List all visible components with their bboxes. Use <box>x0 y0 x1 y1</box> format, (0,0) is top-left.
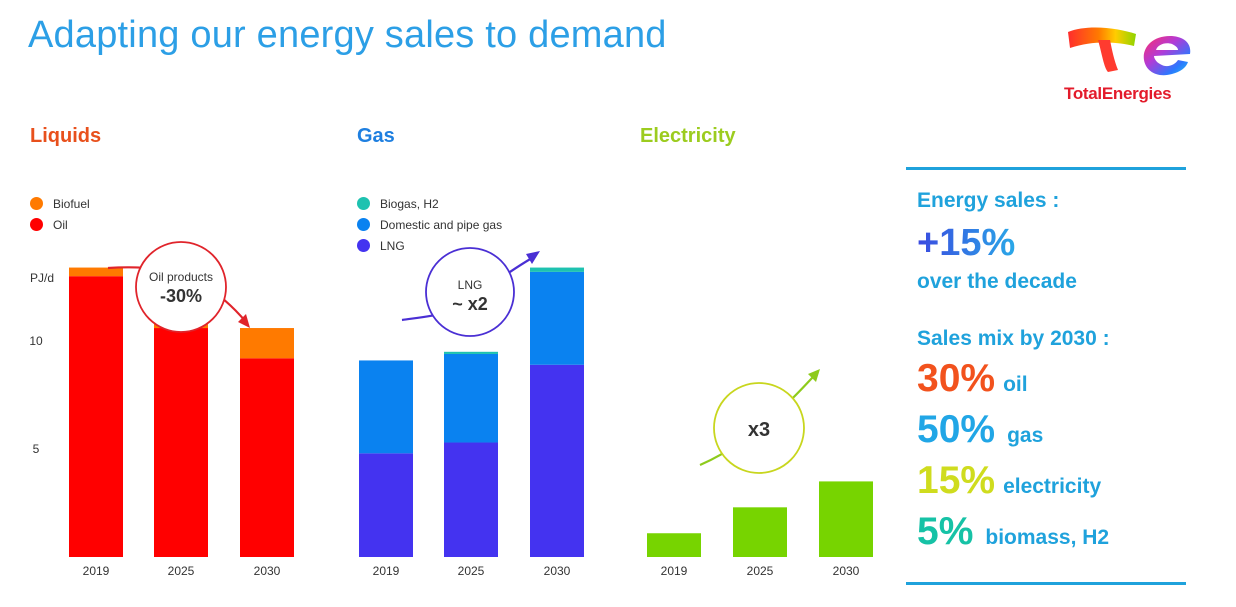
bar-liquids-oil-2025 <box>154 328 208 557</box>
summary-panel: Energy sales : +15% over the decade Sale… <box>906 167 1186 585</box>
legend-label-oil: Oil <box>53 217 68 232</box>
panel-bottom-divider <box>906 582 1186 585</box>
bar-liquids-biofuel-2030 <box>240 328 294 359</box>
y-axis-unit-label: PJ/d <box>30 271 55 285</box>
x-tick-electricity-2019: 2019 <box>661 564 688 578</box>
bar-gas-domestic-and-pipe-gas-2019 <box>359 360 413 454</box>
bar-gas-domestic-and-pipe-gas-2030 <box>530 271 584 365</box>
x-tick-gas-2025: 2025 <box>458 564 485 578</box>
bar-gas-biogas-h2-2030 <box>530 267 584 272</box>
bar-gas-lng-2019 <box>359 453 413 557</box>
bar-liquids-biofuel-2019 <box>69 267 123 277</box>
bar-liquids-oil-2030 <box>240 358 294 557</box>
page-title: Adapting our energy sales to demand <box>28 14 667 56</box>
legend-swatch-lng <box>357 239 370 252</box>
annotation-circle-lng <box>425 247 515 337</box>
annotation-circle-electricity <box>713 382 805 474</box>
arrowhead-icon <box>526 251 540 264</box>
legend-label-domestic-gas: Domestic and pipe gas <box>380 217 503 232</box>
x-tick-gas-2019: 2019 <box>373 564 400 578</box>
mix-pct-biomass: 5% <box>917 510 974 553</box>
x-tick-electricity-2030: 2030 <box>833 564 860 578</box>
annotation-circle-oil <box>135 241 227 333</box>
bar-electricity-electricity-2025 <box>733 507 787 557</box>
legend-label-lng: LNG <box>380 238 405 253</box>
bar-gas-lng-2025 <box>444 442 498 557</box>
mix-row-electricity: 15% electricity <box>917 459 1101 503</box>
energy-sales-subtext: over the decade <box>917 270 1077 293</box>
legend-item-biogas: Biogas, H2 <box>357 193 502 214</box>
x-tick-electricity-2025: 2025 <box>747 564 774 578</box>
mix-row-oil: 30% oil <box>917 357 1028 401</box>
annotation-oil-line2: -30% <box>160 286 202 306</box>
mix-label-gas: gas <box>1007 424 1044 447</box>
legend-swatch-domestic-gas <box>357 218 370 231</box>
y-tick-10: 10 <box>29 334 43 348</box>
mix-pct-oil: 30% <box>917 357 996 400</box>
bar-gas-biogas-h2-2025 <box>444 351 498 354</box>
legend-item-lng: LNG <box>357 235 502 256</box>
x-tick-liquids-2030: 2030 <box>254 564 281 578</box>
legend-liquids: Biofuel Oil <box>30 193 90 235</box>
arrowhead-icon <box>238 314 250 328</box>
section-title-liquids: Liquids <box>30 125 102 147</box>
annotation-lng-line2: ~ x2 <box>452 294 488 314</box>
bar-gas-lng-2030 <box>530 364 584 557</box>
logo-wordmark: TotalEnergies <box>1064 84 1172 103</box>
legend-item-oil: Oil <box>30 214 90 235</box>
annotation-lng: LNG ~ x2 <box>401 247 540 337</box>
section-title-electricity: Electricity <box>640 125 736 147</box>
legend-swatch-biogas <box>357 197 370 210</box>
mix-label-electricity: electricity <box>1003 475 1102 498</box>
bar-liquids-oil-2019 <box>69 276 123 557</box>
mix-row-gas: 50% gas <box>917 408 1043 452</box>
legend-gas: Biogas, H2 Domestic and pipe gas LNG <box>357 193 502 256</box>
arrowhead-icon <box>808 369 820 382</box>
legend-swatch-oil <box>30 218 43 231</box>
mix-pct-gas: 50% <box>917 408 996 451</box>
panel-top-divider <box>906 167 1186 170</box>
mix-row-biomass: 5% biomass, H2 <box>917 510 1109 554</box>
x-tick-liquids-2025: 2025 <box>168 564 195 578</box>
x-tick-gas-2030: 2030 <box>544 564 571 578</box>
annotation-lng-line1: LNG <box>458 278 483 292</box>
totalenergies-logo-icon <box>1068 27 1191 76</box>
sales-mix-heading: Sales mix by 2030 : <box>917 327 1110 350</box>
energy-sales-growth-value: +15% <box>917 222 1016 264</box>
mix-pct-electricity: 15% <box>917 459 996 502</box>
section-title-gas: Gas <box>357 125 395 147</box>
annotation-electricity: x3 <box>699 369 820 474</box>
bar-gas-domestic-and-pipe-gas-2025 <box>444 353 498 443</box>
annotation-oil-line1: Oil products <box>149 270 213 284</box>
annotation-oil-products: Oil products -30% <box>107 241 250 333</box>
bar-electricity-electricity-2030 <box>819 481 873 557</box>
legend-label-biogas: Biogas, H2 <box>380 196 439 211</box>
bar-electricity-electricity-2019 <box>647 533 701 557</box>
annotation-electricity-label: x3 <box>748 419 770 441</box>
energy-sales-heading: Energy sales : <box>917 189 1060 212</box>
x-tick-liquids-2019: 2019 <box>83 564 110 578</box>
legend-swatch-biofuel <box>30 197 43 210</box>
legend-item-biofuel: Biofuel <box>30 193 90 214</box>
mix-label-oil: oil <box>1003 373 1028 396</box>
mix-label-biomass: biomass, H2 <box>985 526 1110 549</box>
legend-item-domestic-gas: Domestic and pipe gas <box>357 214 502 235</box>
y-tick-5: 5 <box>33 442 40 456</box>
legend-label-biofuel: Biofuel <box>53 196 90 211</box>
